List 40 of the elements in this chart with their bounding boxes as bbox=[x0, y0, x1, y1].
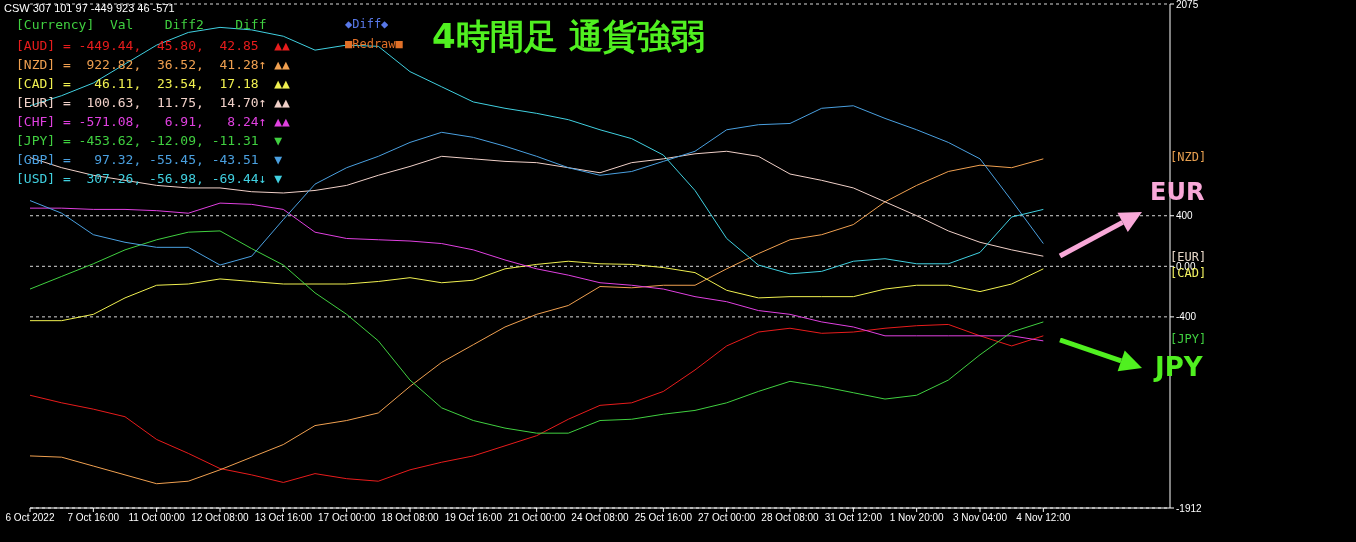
line-series bbox=[30, 230, 1044, 434]
x-tick-label: 1 Nov 20:00 bbox=[889, 512, 945, 524]
annotation: [JPY] bbox=[1170, 332, 1207, 347]
chart-title: 4時間足 通貨強弱 bbox=[432, 15, 706, 58]
annotation: CSW 307 101 97 -449 923 46 -571 bbox=[4, 2, 175, 16]
x-tick-label: 7 Oct 16:00 bbox=[67, 512, 120, 524]
line-series bbox=[30, 323, 1044, 483]
annotation: ■Redraw■ bbox=[345, 37, 403, 52]
annotation: [Currency] Val Diff2 Diff bbox=[16, 17, 267, 33]
annotation: EUR bbox=[1150, 178, 1205, 207]
y-tick-label: -400 bbox=[1176, 311, 1197, 323]
x-tick-label: 17 Oct 00:00 bbox=[318, 512, 376, 524]
annotation: JPY bbox=[1155, 352, 1203, 384]
x-tick-label: 31 Oct 12:00 bbox=[824, 512, 883, 524]
x-tick-label: 13 Oct 16:00 bbox=[254, 512, 313, 524]
line-series bbox=[30, 202, 1044, 342]
x-tick-label: 25 Oct 16:00 bbox=[634, 512, 693, 524]
y-tick-label: 2075 bbox=[1176, 0, 1199, 10]
text: [EUR] = 100.63, 11.75, 14.70↑ ▲▲ bbox=[16, 95, 290, 110]
x-tick-label: 11 Oct 00:00 bbox=[128, 512, 186, 524]
text: [GBP] = 97.32, -55.45, -43.51 ▼ bbox=[16, 152, 283, 167]
y-tick-label: -1912 bbox=[1176, 502, 1203, 514]
x-tick-label: 6 Oct 2022 bbox=[5, 512, 55, 524]
x-tick-label: 19 Oct 16:00 bbox=[444, 512, 503, 524]
annotation: [NZD] bbox=[1170, 150, 1207, 165]
annotation: ◆Diff◆ bbox=[345, 17, 389, 32]
text: [JPY] = -453.62, -12.09, -11.31 ▼ bbox=[16, 133, 283, 148]
x-tick-label: 18 Oct 08:00 bbox=[381, 512, 440, 524]
x-tick-label: 21 Oct 00:00 bbox=[508, 512, 566, 524]
text: [CHF] = -571.08, 6.91, 8.24↑ ▲▲ bbox=[16, 114, 290, 129]
x-tick-label: 3 Nov 04:00 bbox=[953, 512, 1008, 524]
x-tick-label: 12 Oct 08:00 bbox=[191, 512, 250, 524]
text: [AUD] = -449.44, 45.80, 42.85 ▲▲ bbox=[16, 38, 290, 53]
line-series bbox=[30, 260, 1044, 322]
x-tick-label: 27 Oct 00:00 bbox=[698, 512, 756, 524]
text: [CAD] = 46.11, 23.54, 17.18 ▲▲ bbox=[16, 76, 290, 91]
x-tick-label: 28 Oct 08:00 bbox=[761, 512, 820, 524]
x-tick-label: 4 Nov 12:00 bbox=[1016, 512, 1071, 524]
y-tick-label: 400 bbox=[1176, 210, 1194, 222]
x-tick-label: 24 Oct 08:00 bbox=[571, 512, 630, 524]
